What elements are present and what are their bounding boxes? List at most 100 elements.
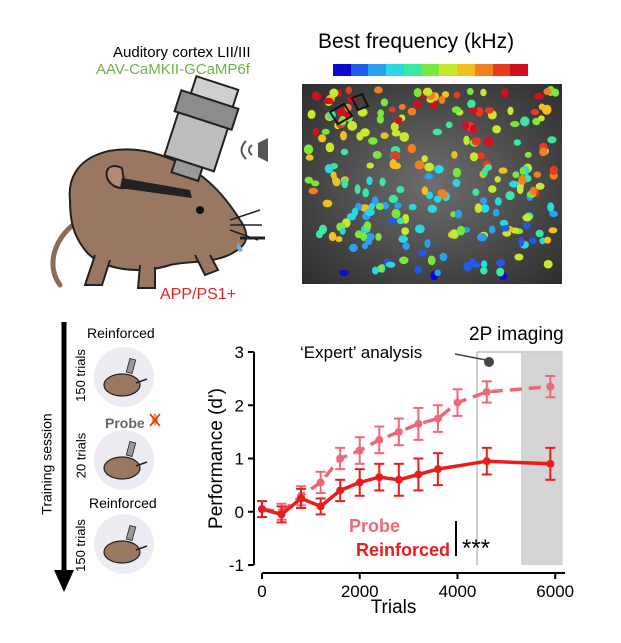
imaging-period-band xyxy=(521,352,563,565)
data-point xyxy=(433,465,442,474)
cell xyxy=(463,261,472,272)
cell xyxy=(351,207,359,217)
cell xyxy=(312,127,319,137)
cell xyxy=(539,147,548,157)
cell xyxy=(421,186,429,196)
cell xyxy=(418,249,427,257)
expert-pointer xyxy=(454,353,487,361)
cell xyxy=(441,91,450,98)
y-tick-label: 1 xyxy=(235,450,244,469)
cell xyxy=(354,230,363,239)
cell xyxy=(316,230,323,239)
cell xyxy=(514,253,524,261)
cell xyxy=(535,182,545,190)
cell xyxy=(385,261,396,268)
cell xyxy=(311,180,320,187)
cell xyxy=(414,265,422,274)
cell xyxy=(345,86,352,94)
cell xyxy=(394,202,402,209)
cell xyxy=(391,208,401,219)
cell xyxy=(396,217,405,225)
cell xyxy=(483,136,492,147)
data-point xyxy=(316,478,325,487)
cell xyxy=(427,255,436,266)
colorbar-segment xyxy=(474,64,493,76)
cell xyxy=(349,243,358,252)
y-tick-label: 0 xyxy=(235,503,244,522)
cell xyxy=(426,191,434,200)
cell xyxy=(463,135,470,146)
cell xyxy=(466,87,474,96)
cell xyxy=(452,179,461,187)
cell xyxy=(492,208,500,217)
cell xyxy=(548,227,558,234)
x-tick-label: 2000 xyxy=(341,582,379,601)
cell xyxy=(374,86,383,94)
region-label: Auditory cortex LII/III xyxy=(113,44,251,61)
cell xyxy=(402,242,410,250)
cell xyxy=(347,121,358,131)
cell xyxy=(449,229,459,240)
cell xyxy=(324,164,334,174)
cell xyxy=(304,176,313,184)
cell xyxy=(340,148,349,156)
cell xyxy=(415,224,425,234)
cell xyxy=(519,167,526,175)
cell xyxy=(377,109,385,117)
cell xyxy=(321,128,330,135)
cell xyxy=(432,128,442,136)
cell xyxy=(388,194,398,204)
block1-mouse-icon xyxy=(94,347,154,407)
cell xyxy=(529,186,537,196)
cell xyxy=(496,259,506,267)
data-point xyxy=(355,478,364,487)
data-point xyxy=(433,414,442,423)
cell xyxy=(488,185,497,193)
cell xyxy=(372,150,382,159)
cell xyxy=(453,91,461,99)
cell xyxy=(543,259,553,269)
data-point xyxy=(414,470,423,479)
cell xyxy=(528,237,537,244)
cell-map-image xyxy=(302,84,562,284)
data-point xyxy=(297,494,306,503)
data-point xyxy=(482,457,491,466)
imaging-title: Best frequency (kHz) xyxy=(318,30,515,53)
y-tick-label: 3 xyxy=(235,343,244,362)
colorbar-segment xyxy=(386,64,404,76)
cell xyxy=(541,104,552,115)
cell xyxy=(530,108,540,116)
cell xyxy=(518,174,527,185)
cell xyxy=(498,167,508,174)
cell xyxy=(471,261,481,268)
cell xyxy=(364,237,373,246)
cell xyxy=(390,122,399,132)
cell xyxy=(500,88,509,98)
cell xyxy=(389,159,397,169)
colorbar-segment xyxy=(492,64,511,76)
cell xyxy=(414,160,425,170)
block3-label: Reinforced xyxy=(89,495,157,511)
cell xyxy=(339,269,349,276)
data-point xyxy=(394,427,403,436)
cell xyxy=(501,225,510,232)
colorbar-segment xyxy=(510,64,529,76)
cell xyxy=(480,197,488,205)
cell xyxy=(366,162,374,169)
cell xyxy=(451,151,458,159)
cell xyxy=(380,132,389,139)
cell xyxy=(520,116,530,127)
cell xyxy=(307,109,316,119)
cell xyxy=(468,107,478,114)
cell xyxy=(518,236,525,247)
cell xyxy=(356,132,364,141)
cell xyxy=(499,219,509,227)
block2-mouse-icon xyxy=(94,430,154,490)
y-axis-label: Performance (d') xyxy=(206,388,227,529)
cell xyxy=(376,115,384,124)
cell xyxy=(380,98,389,107)
cell xyxy=(408,143,416,154)
colorbar-segment xyxy=(333,64,351,76)
cell xyxy=(341,178,349,189)
